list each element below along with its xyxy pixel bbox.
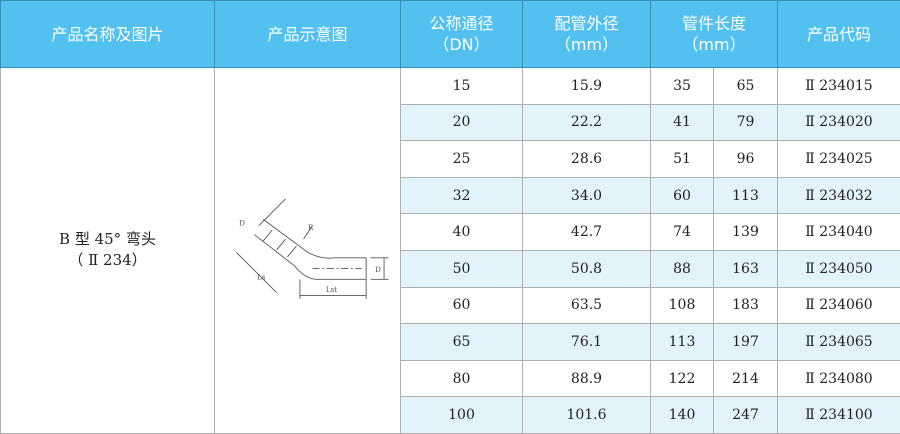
cell-product-code: Ⅱ 234020 — [778, 104, 900, 141]
cell-outer-diameter: 34.0 — [523, 177, 651, 214]
product-name: B 型 45° 弯头 — [59, 230, 156, 248]
cell-outer-diameter: 22.2 — [523, 104, 651, 141]
cell-length-lst: 197 — [714, 324, 778, 361]
cell-dn: 50 — [401, 250, 523, 287]
cell-dn: 32 — [401, 177, 523, 214]
cell-product-code: Ⅱ 234065 — [778, 324, 900, 361]
svg-text:D: D — [239, 219, 245, 228]
cell-length-ls: 60 — [651, 177, 714, 214]
cell-dn: 15 — [401, 68, 523, 105]
cell-dn: 60 — [401, 287, 523, 324]
cell-dn: 40 — [401, 214, 523, 251]
cell-length-ls: 74 — [651, 214, 714, 251]
cell-length-ls: 41 — [651, 104, 714, 141]
cell-length-lst: 79 — [714, 104, 778, 141]
cell-length-lst: 96 — [714, 141, 778, 178]
cell-outer-diameter: 28.6 — [523, 141, 651, 178]
cell-outer-diameter: 63.5 — [523, 287, 651, 324]
product-name-cell: B 型 45° 弯头 （ Ⅱ 234） — [1, 68, 215, 434]
cell-product-code: Ⅱ 234050 — [778, 250, 900, 287]
cell-product-code: Ⅱ 234100 — [778, 397, 900, 434]
cell-length-ls: 122 — [651, 360, 714, 397]
header-dn: 公称通径（DN） — [401, 1, 523, 68]
cell-length-ls: 140 — [651, 397, 714, 434]
cell-length-ls: 113 — [651, 324, 714, 361]
header-diagram: 产品示意图 — [215, 1, 401, 68]
cell-length-lst: 214 — [714, 360, 778, 397]
cell-product-code: Ⅱ 234015 — [778, 68, 900, 105]
cell-length-ls: 51 — [651, 141, 714, 178]
cell-outer-diameter: 15.9 — [523, 68, 651, 105]
header-row: 产品名称及图片 产品示意图 公称通径（DN） 配管外径（mm） 管件长度（mm）… — [1, 1, 900, 68]
svg-text:Ls: Ls — [257, 273, 266, 282]
header-length: 管件长度（mm） — [651, 1, 778, 68]
cell-outer-diameter: 42.7 — [523, 214, 651, 251]
cell-length-ls: 108 — [651, 287, 714, 324]
cell-outer-diameter: 101.6 — [523, 397, 651, 434]
svg-text:R: R — [308, 224, 314, 233]
svg-text:D: D — [375, 266, 381, 275]
cell-product-code: Ⅱ 234032 — [778, 177, 900, 214]
cell-length-lst: 113 — [714, 177, 778, 214]
cell-dn: 80 — [401, 360, 523, 397]
header-name: 产品名称及图片 — [1, 1, 215, 68]
cell-dn: 25 — [401, 141, 523, 178]
cell-product-code: Ⅱ 234025 — [778, 141, 900, 178]
cell-length-lst: 139 — [714, 214, 778, 251]
product-model: （ Ⅱ 234） — [68, 251, 146, 269]
cell-outer-diameter: 76.1 — [523, 324, 651, 361]
cell-length-ls: 88 — [651, 250, 714, 287]
cell-length-lst: 247 — [714, 397, 778, 434]
cell-length-ls: 35 — [651, 68, 714, 105]
cell-product-code: Ⅱ 234080 — [778, 360, 900, 397]
cell-product-code: Ⅱ 234040 — [778, 214, 900, 251]
cell-dn: 100 — [401, 397, 523, 434]
cell-length-lst: 163 — [714, 250, 778, 287]
svg-text:Lst: Lst — [325, 285, 336, 294]
diagram-cell: D R Ls Lst D — [215, 68, 401, 434]
cell-outer-diameter: 50.8 — [523, 250, 651, 287]
cell-dn: 65 — [401, 324, 523, 361]
cell-length-lst: 183 — [714, 287, 778, 324]
header-od: 配管外径（mm） — [523, 1, 651, 68]
cell-product-code: Ⅱ 234060 — [778, 287, 900, 324]
cell-outer-diameter: 88.9 — [523, 360, 651, 397]
cell-length-lst: 65 — [714, 68, 778, 105]
elbow-diagram: D R Ls Lst D — [223, 183, 393, 313]
header-code: 产品代码 — [778, 1, 900, 68]
cell-dn: 20 — [401, 104, 523, 141]
